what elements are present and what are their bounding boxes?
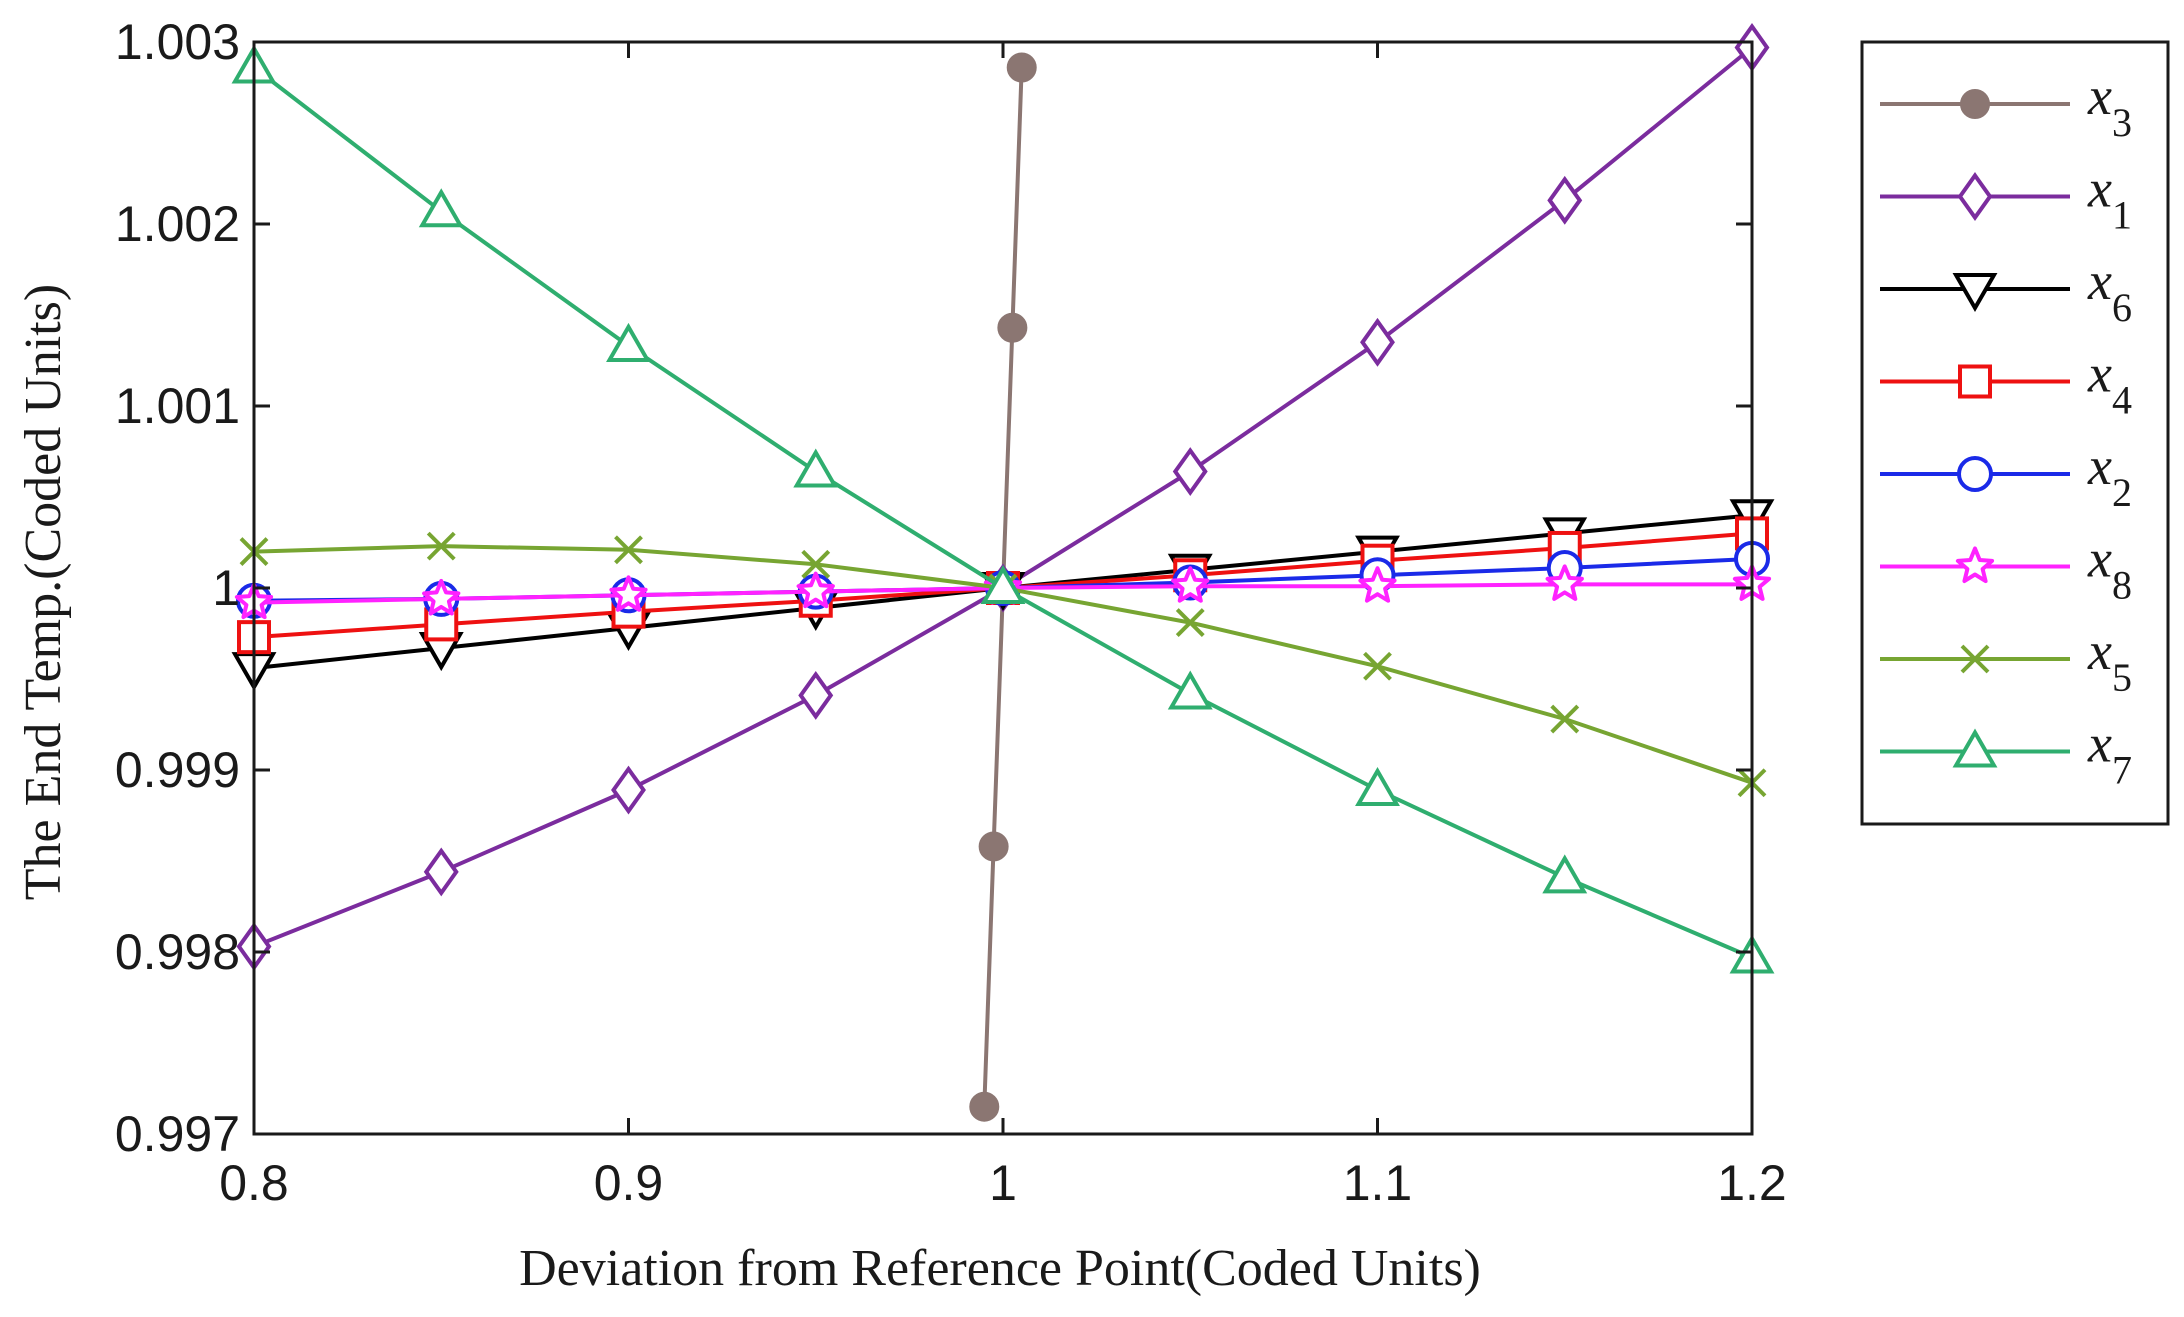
data-point-x1 [423,847,459,897]
marker-stroke [1550,704,1580,734]
data-point-x8 [796,571,835,609]
marker-stroke [1960,644,1990,674]
data-point-x7 [793,448,839,488]
legend-item-x1: x1 [1880,159,2132,238]
data-point-x5 [1175,608,1205,637]
data-point-x1 [1547,175,1583,225]
legend-label: x7 [2087,714,2132,793]
axes-layer: 0.8 0.9 1 1.1 1.2 0.997 0.998 0.999 1 1.001 1.002 1… [115,14,1787,1211]
legend-item-x8: x8 [1880,529,2132,608]
data-point-x8 [1545,564,1584,601]
legend-marker [1957,172,1993,221]
data-point-x8 [1171,566,1210,603]
legend-marker [1960,644,1990,674]
data-point-x1 [611,765,646,815]
legend-label-sub: 7 [2112,748,2132,793]
series-x7 [231,44,1775,974]
data-point-x3 [1006,52,1037,83]
legend-label-base: x [2087,344,2112,404]
legend-label: x3 [2087,66,2132,145]
legend-label-sub: 2 [2112,470,2132,515]
data-point-x3 [997,312,1028,343]
legend-label-base: x [2087,251,2112,311]
legend-label: x2 [2087,436,2132,515]
legend-item-x5: x5 [1880,621,2132,700]
legend-marker [1952,273,1998,313]
legend-label: x1 [2087,159,2132,238]
data-point-x1 [1172,447,1208,496]
legend-item-x6: x6 [1880,251,2132,330]
data-point-x3 [969,1091,1000,1122]
legend-label: x5 [2087,621,2132,700]
x-tick-label: 1.2 [1717,1155,1787,1211]
legend-label: x6 [2087,251,2132,330]
data-point-x5 [1550,704,1580,734]
legend-label-sub: 8 [2112,563,2132,608]
legend-item-x3: x3 [1880,66,2132,145]
legend-box [1860,40,2170,826]
legend-label-base: x [2087,66,2112,126]
legend-label-sub: 4 [2112,378,2132,423]
data-point-x5 [426,531,456,561]
x-tick-label: 1 [989,1155,1017,1211]
data-point-x1 [1360,317,1395,367]
legend-label-sub: 3 [2112,100,2132,145]
legend-label-base: x [2087,159,2112,219]
data-point-x7 [1167,670,1213,710]
y-tick-label: 1.002 [115,196,240,252]
y-axis-title: The End Temp.(Coded Units) [15,284,72,900]
data-point-x7 [418,188,464,228]
legend-marker [1952,728,1998,768]
data-point-x7 [606,322,651,362]
data-point-x1 [798,670,834,720]
legend-marker [1958,364,1992,399]
y-tick-label: 0.997 [115,1106,240,1162]
legend-item-x7: x7 [1880,714,2132,793]
marker-stroke [1175,608,1205,637]
data-point-x8 [1358,566,1397,603]
x-axis-title: Deviation from Reference Point(Coded Uni… [519,1240,1481,1297]
marker-stroke [426,531,456,561]
data-point-x5 [1363,651,1392,681]
data-point-x8 [609,575,648,612]
legend-marker [1955,546,1995,584]
legend-label: x8 [2087,529,2132,608]
legend-label-base: x [2087,621,2112,681]
x-tick-label: 0.8 [219,1155,289,1211]
marker-stroke [801,549,831,579]
legend-marker [1957,456,1993,492]
legend-label-sub: 6 [2112,285,2132,330]
x-tick-label: 1.1 [1343,1155,1413,1211]
legend-label: x4 [2087,344,2132,423]
y-tick-label: 0.998 [115,924,240,980]
y-tick-label: 1.003 [115,14,240,70]
x-tick-label: 0.9 [594,1155,664,1211]
y-tick-label: 1.001 [115,378,240,434]
legend-marker [1960,89,1990,119]
legend-label-sub: 5 [2112,655,2132,700]
legend-item-x2: x2 [1880,436,2132,515]
legend-label-sub: 1 [2112,193,2132,238]
legend-label-base: x [2087,529,2112,589]
data-point-x7 [1355,767,1400,807]
data-point-x5 [614,535,643,565]
y-tick-label: 0.999 [115,742,240,798]
legend-item-x4: x4 [1880,344,2132,423]
marker-stroke [1363,651,1392,681]
series-layer [231,23,1775,1122]
legend-label-base: x [2087,436,2112,496]
data-point-x5 [801,549,831,579]
y-tick-label: 1 [212,560,240,616]
marker-stroke [614,535,643,565]
data-point-x7 [1542,854,1588,894]
data-point-x3 [978,831,1009,862]
data-point-x7 [980,564,1026,604]
legend-label-base: x [2087,714,2112,774]
data-point-x8 [422,578,461,616]
